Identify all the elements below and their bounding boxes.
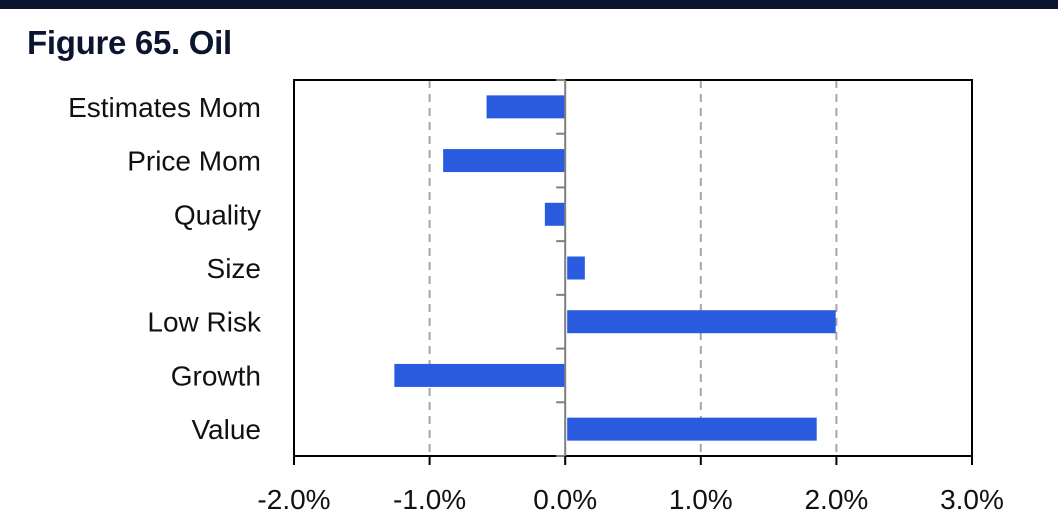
category-label: Low Risk [147, 307, 262, 338]
bar-price-mom [443, 149, 566, 173]
bar-low-risk [567, 310, 836, 334]
bar-growth [394, 363, 566, 387]
gridlines [428, 80, 838, 456]
category-label: Estimates Mom [68, 92, 261, 123]
x-tick-label: 2.0% [804, 484, 868, 515]
labels: Estimates Mom Price Mom Quality Size Low Ris… [68, 92, 1004, 515]
category-label: Quality [174, 199, 261, 230]
x-tick-label: 0.0% [533, 484, 597, 515]
category-label: Growth [171, 360, 261, 391]
category-label: Size [207, 253, 261, 284]
category-label: Price Mom [127, 146, 261, 177]
x-tick-label: -2.0% [257, 484, 330, 515]
plot-frame [293, 79, 973, 457]
bar-estimates-mom [486, 95, 566, 119]
x-tick-label: -1.0% [393, 484, 466, 515]
x-tick-label: 1.0% [669, 484, 733, 515]
category-label: Value [191, 414, 261, 445]
figure-title: Figure 65. Oil [27, 24, 232, 61]
x-tick-label: 3.0% [940, 484, 1004, 515]
axes [293, 79, 973, 465]
bar-value [567, 417, 817, 441]
bars [394, 95, 836, 441]
top-rule [0, 0, 1058, 9]
bar-quality [544, 202, 566, 226]
bar-size [567, 256, 585, 280]
